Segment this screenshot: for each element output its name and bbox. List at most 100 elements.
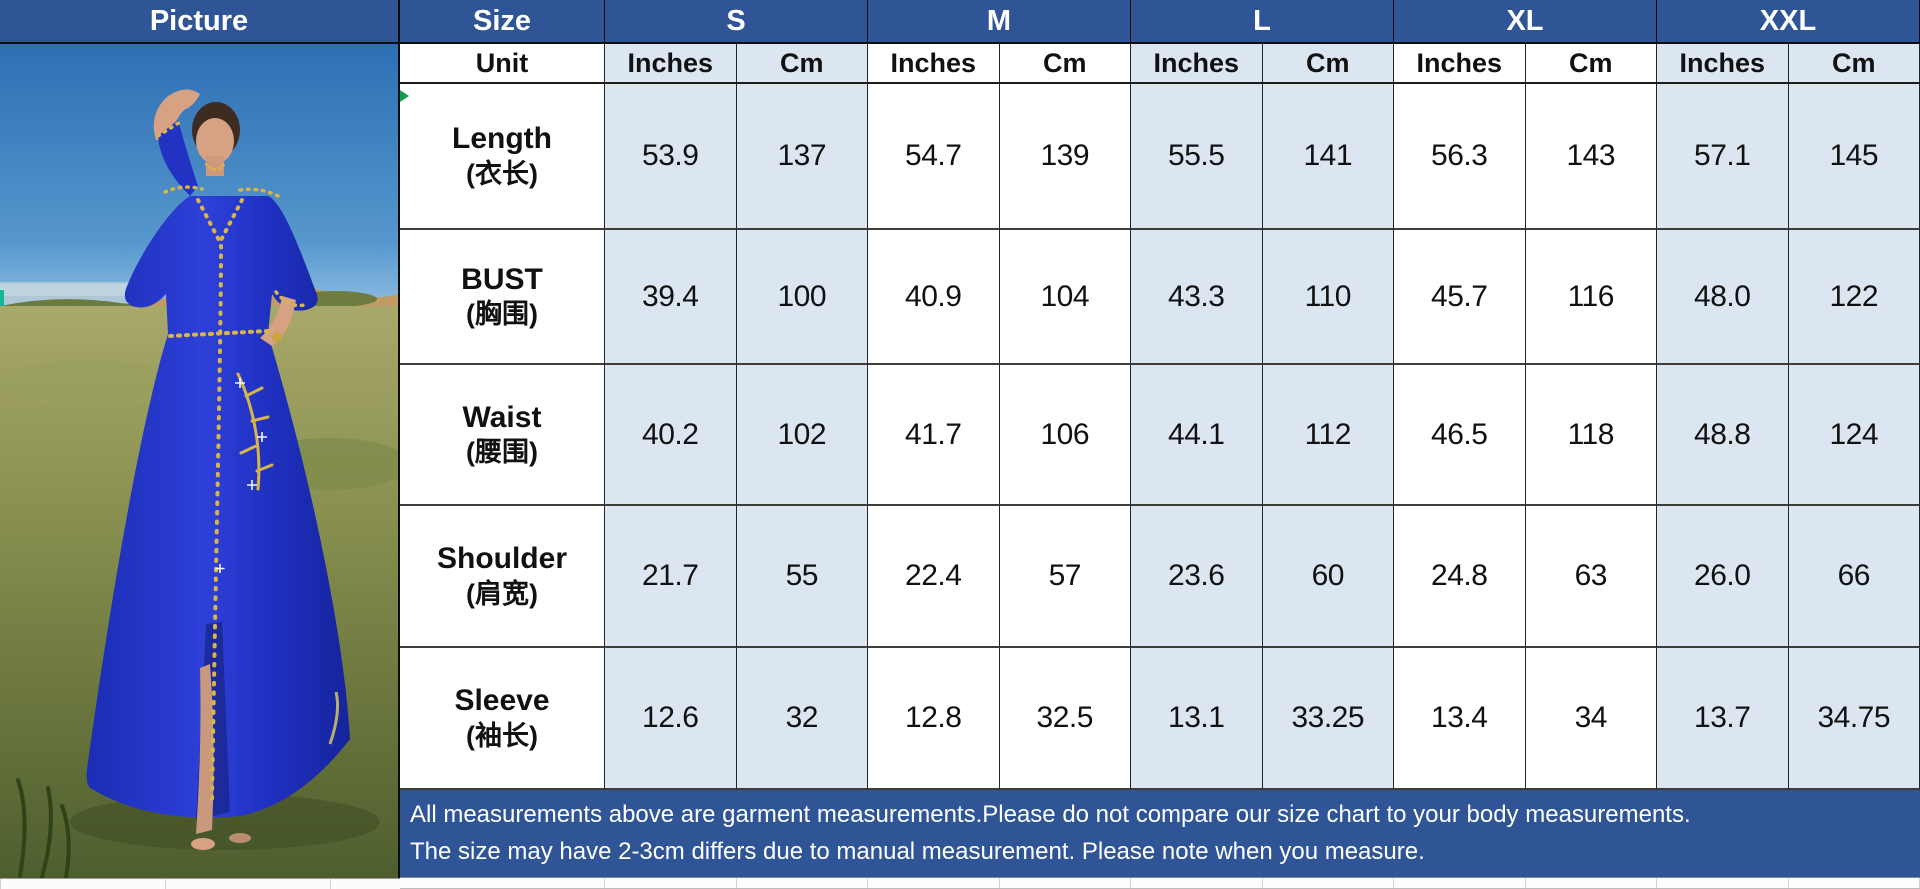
row-label-length: Length (衣长) <box>400 84 605 230</box>
row-label-en: Length <box>452 122 552 156</box>
bottom-strip <box>400 878 1920 889</box>
size-col-m: M <box>868 0 1131 44</box>
row-label-cn: (袖长) <box>466 720 538 751</box>
strip-cell <box>605 878 737 888</box>
unit-xl-inches: Inches <box>1394 44 1526 84</box>
row-label-cn: (腰围) <box>466 437 538 468</box>
strip-cell <box>1262 878 1394 888</box>
row-label-bust: BUST (胸围) <box>400 230 605 365</box>
table-cell: 24.8 <box>1394 506 1526 648</box>
strip-cell <box>1525 878 1657 888</box>
size-col-l: L <box>1131 0 1394 44</box>
product-photo <box>0 44 400 878</box>
table-cell: 137 <box>736 84 868 230</box>
table-cell: 12.8 <box>868 648 1000 790</box>
unit-header: Unit <box>400 44 605 84</box>
table-cell: 26.0 <box>1657 506 1789 648</box>
row-label-waist: Waist (腰围) <box>400 365 605 506</box>
unit-xxl-inches: Inches <box>1657 44 1789 84</box>
table-cell: 43.3 <box>1131 230 1263 365</box>
table-cell: 44.1 <box>1131 365 1263 506</box>
table-cell: 41.7 <box>868 365 1000 506</box>
table-cell: 40.2 <box>605 365 737 506</box>
row-label-en: Shoulder <box>436 542 567 576</box>
strip-cell <box>999 878 1131 888</box>
table-cell: 13.1 <box>1131 648 1263 790</box>
size-col-xl: XL <box>1394 0 1657 44</box>
unit-l-cm: Cm <box>1262 44 1394 84</box>
table-cell: 66 <box>1788 506 1920 648</box>
strip-cell <box>736 878 868 888</box>
unit-m-inches: Inches <box>868 44 1000 84</box>
table-cell: 139 <box>999 84 1131 230</box>
note-line-2: The size may have 2-3cm differs due to m… <box>410 838 1425 866</box>
unit-s-inches: Inches <box>605 44 737 84</box>
picture-column: Picture <box>0 0 400 889</box>
table-cell: 110 <box>1262 230 1394 365</box>
row-label-shoulder: Shoulder (肩宽) <box>400 506 605 648</box>
unit-s-cm: Cm <box>736 44 868 84</box>
measurement-note: All measurements above are garment measu… <box>400 790 1920 878</box>
row-label-en: Sleeve <box>454 684 550 718</box>
strip-cell <box>868 878 1000 888</box>
table-cell: 145 <box>1788 84 1920 230</box>
row-label-en: BUST <box>461 262 543 296</box>
row-label-sleeve: Sleeve (袖长) <box>400 648 605 790</box>
size-col-s: S <box>605 0 868 44</box>
picture-column-header: Picture <box>0 0 400 44</box>
row-label-cn: (衣长) <box>466 158 538 189</box>
size-table: Size S M L XL XXL Unit Inches Cm Inches … <box>400 0 1920 889</box>
table-cell: 13.4 <box>1394 648 1526 790</box>
table-cell: 122 <box>1788 230 1920 365</box>
table-cell: 12.6 <box>605 648 737 790</box>
strip-cell <box>1131 878 1263 888</box>
table-cell: 48.8 <box>1657 365 1789 506</box>
row-label-cn: (肩宽) <box>466 578 538 609</box>
model-in-blue-dress-illustration <box>0 44 398 878</box>
cell-marker-green-triangle <box>400 90 409 102</box>
strip-cell <box>400 878 605 888</box>
size-col-xxl: XXL <box>1657 0 1920 44</box>
table-cell: 46.5 <box>1394 365 1526 506</box>
table-cell: 13.7 <box>1657 648 1789 790</box>
table-cell: 32 <box>736 648 868 790</box>
strip-cell <box>1394 878 1526 888</box>
unit-m-cm: Cm <box>999 44 1131 84</box>
table-cell: 21.7 <box>605 506 737 648</box>
table-cell: 118 <box>1525 365 1657 506</box>
table-cell: 112 <box>1262 365 1394 506</box>
table-cell: 34 <box>1525 648 1657 790</box>
strip-cell <box>1657 878 1789 888</box>
table-cell: 22.4 <box>868 506 1000 648</box>
table-cell: 48.0 <box>1657 230 1789 365</box>
table-cell: 141 <box>1262 84 1394 230</box>
table-cell: 54.7 <box>868 84 1000 230</box>
unit-xxl-cm: Cm <box>1788 44 1920 84</box>
table-cell: 40.9 <box>868 230 1000 365</box>
table-cell: 33.25 <box>1262 648 1394 790</box>
unit-xl-cm: Cm <box>1525 44 1657 84</box>
size-header: Size <box>400 0 605 44</box>
table-cell: 106 <box>999 365 1131 506</box>
table-cell: 57.1 <box>1657 84 1789 230</box>
table-cell: 104 <box>999 230 1131 365</box>
table-cell: 53.9 <box>605 84 737 230</box>
table-cell: 60 <box>1262 506 1394 648</box>
table-cell: 102 <box>736 365 868 506</box>
table-cell: 45.7 <box>1394 230 1526 365</box>
unit-l-inches: Inches <box>1131 44 1263 84</box>
table-cell: 116 <box>1525 230 1657 365</box>
table-cell: 56.3 <box>1394 84 1526 230</box>
table-cell: 100 <box>736 230 868 365</box>
table-cell: 63 <box>1525 506 1657 648</box>
bottom-strip-left <box>0 878 400 889</box>
row-label-cn: (胸围) <box>466 299 538 330</box>
row-label-en: Waist <box>462 400 542 434</box>
note-line-1: All measurements above are garment measu… <box>410 800 1691 828</box>
table-cell: 23.6 <box>1131 506 1263 648</box>
table-cell: 39.4 <box>605 230 737 365</box>
strip-cell <box>1788 878 1920 888</box>
table-cell: 143 <box>1525 84 1657 230</box>
table-cell: 55 <box>736 506 868 648</box>
